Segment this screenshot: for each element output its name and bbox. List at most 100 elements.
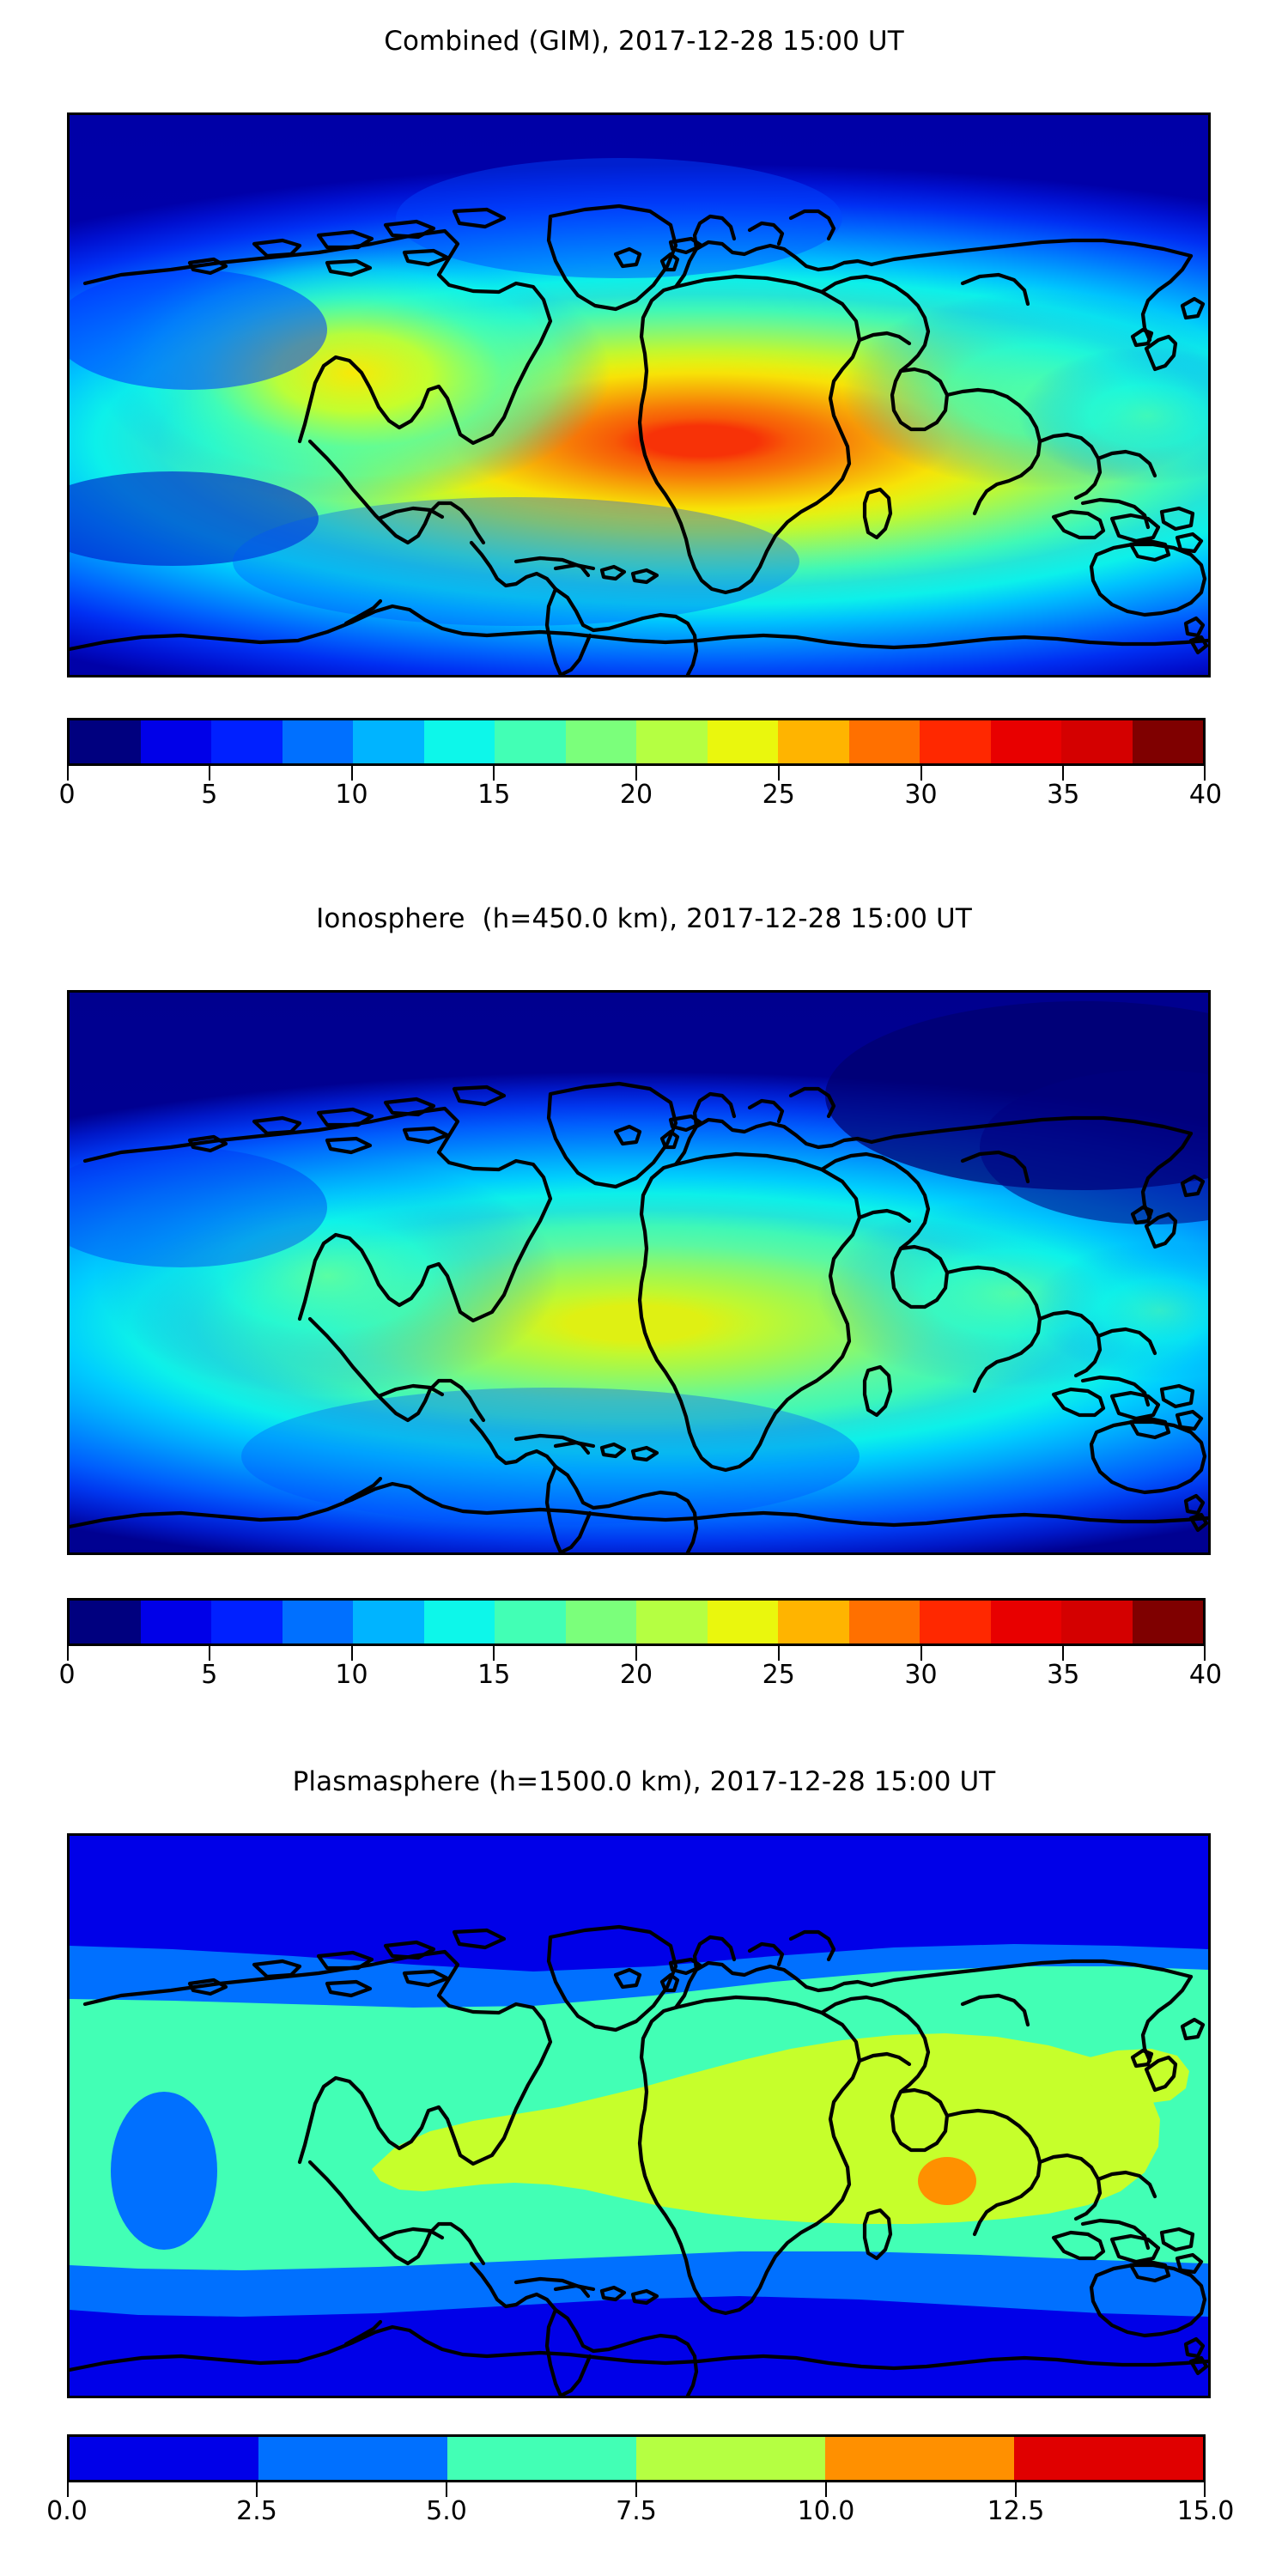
map-ionosphere-canvas	[70, 993, 1208, 1552]
colorbar-tick	[493, 766, 495, 781]
colorbar-tick-label: 35	[1047, 1660, 1080, 1690]
colorbar-band	[990, 720, 1061, 763]
colorbar-band	[1061, 720, 1133, 763]
colorbar-tick	[777, 1646, 780, 1661]
colorbar-band	[848, 720, 920, 763]
colorbar-tick	[256, 2482, 258, 2497]
colorbar-tick-label: 25	[762, 1660, 795, 1690]
colorbar-tick-label: 30	[904, 780, 938, 810]
colorbar-band	[140, 1601, 211, 1643]
colorbar-band	[258, 2437, 447, 2480]
panel-title-plasmasphere: Plasmasphere (h=1500.0 km), 2017-12-28 1…	[292, 1766, 996, 1797]
colorbar-band	[707, 720, 778, 763]
map-plasmasphere	[67, 1833, 1211, 2398]
colorbar-tick	[1204, 2482, 1206, 2497]
colorbar-band	[636, 720, 708, 763]
colorbar-tick-label: 7.5	[616, 2496, 657, 2526]
colorbar-tick-label: 20	[619, 780, 653, 810]
colorbar-tick-label: 10.0	[797, 2496, 855, 2526]
colorbar-band	[423, 1601, 495, 1643]
colorbar-tick	[67, 2482, 69, 2497]
colorbar-tick	[67, 766, 69, 781]
map-combined-canvas	[70, 115, 1208, 675]
colorbar-tick	[1062, 766, 1065, 781]
colorbar-band	[778, 720, 849, 763]
colorbar-tick	[635, 1646, 637, 1661]
colorbar-tick	[1204, 1646, 1206, 1661]
panel-ionosphere: Ionosphere (h=450.0 km), 2017-12-28 15:0…	[0, 867, 1288, 1747]
colorbar-tick-label: 2.5	[236, 2496, 277, 2526]
colorbar-tick	[1204, 766, 1206, 781]
colorbar-band	[990, 1601, 1061, 1643]
colorbar-band	[636, 2437, 825, 2480]
colorbar-band	[282, 1601, 353, 1643]
colorbar-band	[1132, 1601, 1203, 1643]
colorbar-tick	[446, 2482, 447, 2497]
colorbar-tick-label: 15.0	[1176, 2496, 1235, 2526]
colorbar-combined: 0 5 10 15 20 25 30 35 40	[58, 718, 1222, 809]
colorbar-tick-label: 12.5	[987, 2496, 1045, 2526]
map-combined	[67, 112, 1211, 677]
colorbar-tick-label: 15	[477, 780, 511, 810]
colorbar-ionosphere: 0 5 10 15 20 25 30 35 40	[58, 1598, 1222, 1689]
map-plasmasphere-canvas	[70, 1836, 1208, 2396]
colorbar-band	[565, 1601, 636, 1643]
colorbar-tick	[350, 1646, 353, 1661]
colorbar-plasmasphere-axis: 0.0 2.5 5.0 7.5 10.0 12.5 15.0	[46, 2482, 1234, 2530]
colorbar-tick	[920, 766, 922, 781]
colorbar-ionosphere-axis: 0 5 10 15 20 25 30 35 40	[58, 1646, 1222, 1694]
colorbar-plasmasphere: 0.0 2.5 5.0 7.5 10.0 12.5 15.0	[46, 2434, 1234, 2525]
panel-plasmasphere: Plasmasphere (h=1500.0 km), 2017-12-28 1…	[0, 1747, 1288, 2576]
colorbar-tick-label: 30	[904, 1660, 938, 1690]
colorbar-tick-label: 40	[1188, 780, 1223, 810]
colorbar-band	[70, 2437, 258, 2480]
colorbar-band	[825, 2437, 1014, 2480]
colorbar-tick	[493, 1646, 495, 1661]
colorbar-combined-bands	[67, 718, 1206, 766]
colorbar-tick	[1015, 2482, 1017, 2497]
colorbar-band	[353, 1601, 424, 1643]
colorbar-band	[778, 1601, 849, 1643]
panel-combined: Combined (GIM), 2017-12-28 15:00 UT	[0, 0, 1288, 867]
colorbar-band	[211, 720, 283, 763]
panel-title-combined: Combined (GIM), 2017-12-28 15:00 UT	[384, 26, 904, 57]
colorbar-band	[1014, 2437, 1203, 2480]
colorbar-tick-label: 5	[201, 1660, 218, 1690]
colorbar-band	[282, 720, 353, 763]
colorbar-tick-label: 15	[477, 1660, 511, 1690]
colorbar-band	[565, 720, 636, 763]
colorbar-tick-label: 10	[335, 780, 368, 810]
colorbar-tick-label: 0	[58, 1660, 76, 1690]
panel-title-ionosphere: Ionosphere (h=450.0 km), 2017-12-28 15:0…	[316, 903, 972, 934]
colorbar-band	[1061, 1601, 1133, 1643]
colorbar-tick	[920, 1646, 922, 1661]
colorbar-band	[636, 1601, 708, 1643]
colorbar-band	[920, 720, 991, 763]
colorbar-band	[848, 1601, 920, 1643]
colorbar-band	[70, 1601, 141, 1643]
map-ionosphere	[67, 990, 1211, 1555]
colorbar-band	[495, 1601, 566, 1643]
colorbar-combined-axis: 0 5 10 15 20 25 30 35 40	[58, 766, 1222, 814]
colorbar-tick	[635, 2482, 637, 2497]
colorbar-tick	[777, 766, 780, 781]
colorbar-tick	[635, 766, 637, 781]
colorbar-band	[353, 720, 424, 763]
colorbar-band	[211, 1601, 283, 1643]
colorbar-tick-label: 35	[1047, 780, 1080, 810]
colorbar-tick	[67, 1646, 69, 1661]
colorbar-band	[423, 720, 495, 763]
colorbar-tick	[1062, 1646, 1065, 1661]
colorbar-tick-label: 10	[335, 1660, 368, 1690]
colorbar-tick-label: 25	[762, 780, 795, 810]
colorbar-band	[447, 2437, 636, 2480]
colorbar-tick	[208, 1646, 210, 1661]
colorbar-band	[140, 720, 211, 763]
colorbar-tick-label: 0	[58, 780, 76, 810]
colorbar-tick	[350, 766, 353, 781]
colorbar-tick-label: 20	[619, 1660, 653, 1690]
colorbar-tick-label: 5	[201, 780, 218, 810]
colorbar-band	[495, 720, 566, 763]
colorbar-tick	[208, 766, 210, 781]
colorbar-tick	[825, 2482, 827, 2497]
